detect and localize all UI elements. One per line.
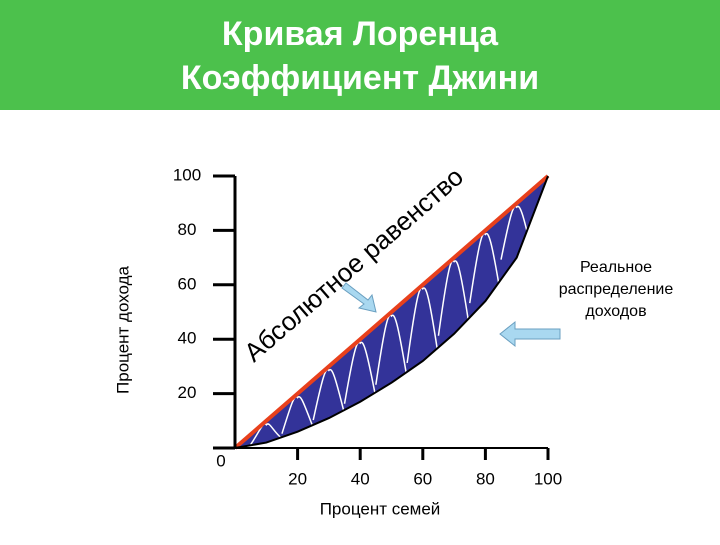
lorenz-curve (234, 175, 549, 449)
decor-wave (312, 368, 346, 421)
y-tick-label: 0 (216, 451, 225, 470)
curve-label: распределение (559, 281, 674, 298)
decor-wave (281, 396, 314, 434)
equality-line (233, 174, 550, 450)
decor-wave (437, 260, 471, 336)
x-tick-label: 100 (534, 469, 562, 488)
y-tick-label: 100 (173, 165, 201, 184)
x-tick-label: 60 (413, 469, 432, 488)
decor-wave (500, 205, 534, 260)
decor-wave (375, 314, 408, 385)
y-tick-label: 40 (178, 329, 197, 348)
arrow (341, 282, 377, 313)
x-axis-label: Процент семей (320, 499, 441, 518)
curve-label: доходов (585, 303, 646, 320)
subtitle: Коэффициент Джини (181, 59, 539, 97)
x-tick-label: 20 (288, 469, 307, 488)
decor-wave (250, 423, 283, 445)
plot: 0 20 40 60 80 100 20 40 60 80 100 (173, 165, 562, 488)
x-tick-label: 40 (351, 469, 370, 488)
y-axis-label: Процент дохода (113, 265, 132, 394)
y-tick-label: 60 (178, 274, 197, 293)
decor-wave (469, 232, 502, 304)
title: Кривая Лоренца (222, 15, 499, 53)
arrow (499, 320, 561, 348)
y-tick-label: 80 (178, 220, 197, 239)
y-tick-label: 20 (178, 383, 197, 402)
decor-wave (343, 341, 377, 404)
curve-label: Реальное (580, 259, 652, 276)
x-tick-label: 80 (476, 469, 495, 488)
decor-wave (406, 287, 440, 364)
title-bar (0, 0, 720, 110)
